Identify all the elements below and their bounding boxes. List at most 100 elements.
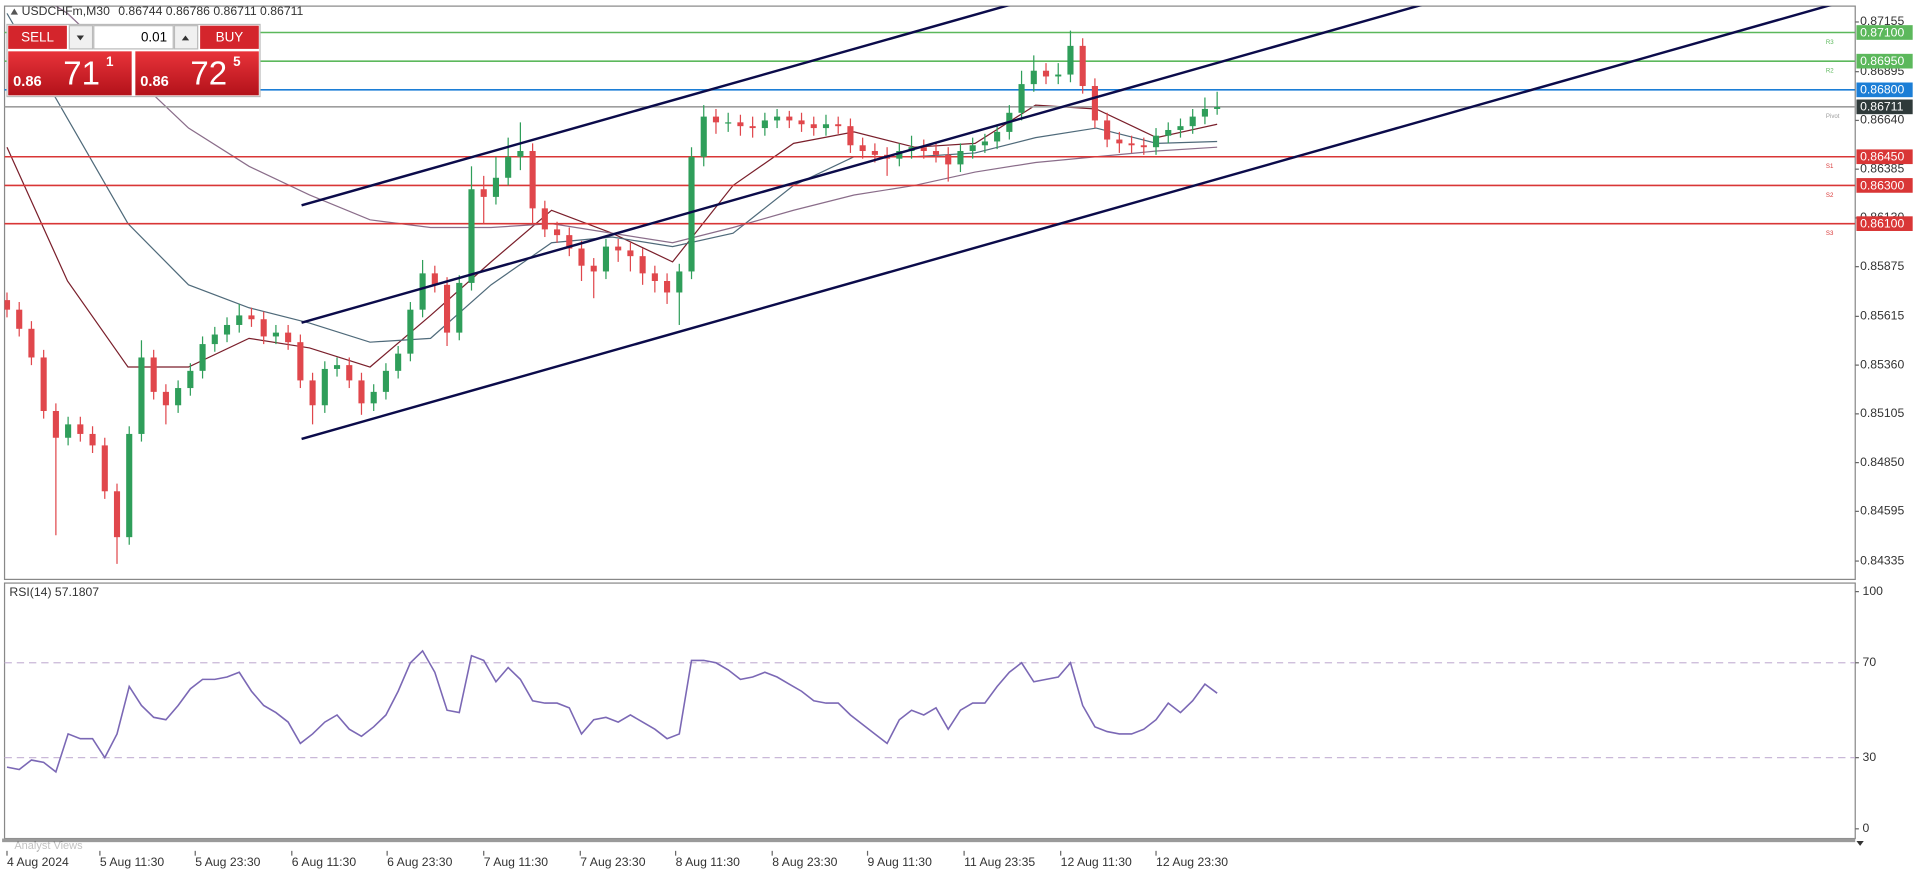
scroll-arrow[interactable] — [1856, 840, 1864, 846]
trendline — [301, 6, 1422, 324]
candle-body — [162, 391, 169, 406]
trendline — [301, 6, 1010, 207]
candle-body — [431, 273, 438, 285]
level-price-label: 0.86950 — [1860, 54, 1904, 68]
candle-body — [395, 353, 402, 371]
quote-open: 0.86744 — [118, 4, 162, 18]
x-tick-label: 6 Aug 11:30 — [292, 855, 357, 869]
buy-button[interactable] — [200, 25, 259, 49]
candle-body — [1116, 139, 1123, 144]
sell-button[interactable] — [8, 25, 67, 49]
candle-body — [541, 208, 548, 230]
level-name: S2 — [1826, 192, 1834, 199]
ask-big: 0.86 — [140, 74, 169, 90]
candle-body — [590, 265, 597, 272]
candle-body — [187, 370, 194, 389]
candle-body — [1104, 120, 1111, 140]
trendline — [301, 6, 1832, 441]
level-name: Pivot — [1826, 113, 1840, 120]
x-tick-label: 6 Aug 23:30 — [387, 855, 452, 869]
one-click-panel: SELL 0.01 BUY 0.86 71 1 0.86 72 5 — [6, 23, 261, 98]
y-tick-label: 0.85875 — [1860, 259, 1904, 273]
candle-body — [1165, 129, 1172, 136]
chart-header: USDCHFm,M30 0.86744 0.86786 0.86711 0.86… — [22, 4, 304, 18]
candle-body — [40, 357, 47, 411]
buy-label[interactable]: BUY — [216, 29, 244, 44]
level-price-label: 0.87100 — [1860, 25, 1904, 39]
y-tick-label: 0.86385 — [1860, 161, 1904, 175]
candle-body — [346, 365, 353, 381]
candle-body — [554, 229, 561, 236]
candle-body — [969, 145, 976, 152]
candle-body — [1201, 108, 1208, 117]
candle-body — [333, 365, 341, 369]
candle-body — [664, 281, 671, 293]
moving-average — [54, 6, 1218, 244]
y-tick-label: 100 — [1863, 584, 1884, 598]
candle-body — [407, 309, 414, 354]
lot-input[interactable] — [93, 25, 174, 50]
moving-average — [6, 13, 1218, 343]
candle-body — [297, 342, 304, 381]
candle-body — [419, 273, 426, 310]
sell-label[interactable]: SELL — [21, 29, 54, 44]
y-tick-label: 0.84335 — [1860, 553, 1904, 567]
quote-high: 0.86786 — [166, 4, 210, 18]
candle-body — [89, 433, 96, 446]
candle-body — [321, 368, 328, 406]
x-tick-label: 5 Aug 11:30 — [100, 855, 165, 869]
collapse-icon[interactable] — [10, 8, 18, 15]
candle-body — [798, 120, 805, 125]
candle-body — [1140, 145, 1147, 148]
level-name: S1 — [1826, 163, 1834, 170]
level-name: R2 — [1826, 68, 1834, 75]
quote-low: 0.86711 — [213, 4, 256, 18]
candle-body — [1079, 45, 1086, 87]
level-price-label: 0.86450 — [1860, 150, 1904, 164]
y-tick-label: 0.85360 — [1860, 357, 1904, 371]
bid-box[interactable] — [8, 51, 132, 96]
candle-body — [480, 189, 487, 197]
candle-body — [1067, 45, 1074, 75]
candle-body — [285, 332, 292, 343]
candle-body — [456, 282, 463, 333]
candle-body — [749, 126, 756, 129]
candle-body — [896, 151, 903, 159]
ask-box[interactable] — [135, 51, 259, 96]
candle-body — [1128, 143, 1135, 146]
candle-body — [199, 344, 206, 371]
candle-body — [1042, 70, 1050, 77]
candle-body — [822, 124, 830, 129]
candle-body — [1030, 70, 1037, 85]
bid-big: 0.86 — [13, 74, 42, 90]
candle-body — [994, 131, 1001, 142]
candle-body — [712, 116, 720, 123]
candle-body — [945, 154, 952, 165]
y-tick-label: 0.85615 — [1860, 309, 1904, 323]
candle-body — [578, 248, 585, 266]
candle-body — [382, 370, 389, 392]
candle-body — [52, 410, 59, 438]
candle-body — [737, 122, 744, 127]
candle-body — [1091, 86, 1098, 121]
bid-fraction: 1 — [106, 54, 114, 69]
candle-body — [810, 124, 817, 129]
candle-body — [602, 246, 610, 272]
lot-value: 0.01 — [141, 29, 167, 44]
quote-close: 0.86711 — [260, 4, 303, 18]
level-price-label: 0.86300 — [1860, 178, 1904, 192]
candle-body — [786, 116, 793, 121]
x-tick-label: 12 Aug 23:30 — [1156, 855, 1228, 869]
candle-body — [835, 124, 842, 127]
level-price-box — [1856, 25, 1913, 40]
candle-body — [676, 271, 683, 293]
y-tick-label: 0 — [1863, 821, 1870, 835]
y-tick-label: 30 — [1863, 750, 1877, 764]
candle-body — [358, 380, 365, 404]
candle-body — [126, 433, 133, 538]
candle-body — [920, 147, 927, 152]
candle-body — [651, 273, 658, 282]
x-tick-label: 9 Aug 11:30 — [868, 855, 933, 869]
